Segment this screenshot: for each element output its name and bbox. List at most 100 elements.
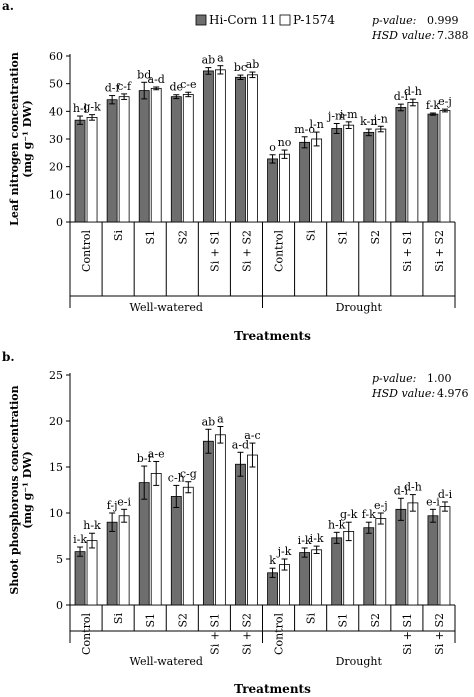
x-tick-label-s2: S2 <box>369 613 382 628</box>
bar-hi-corn-11 <box>299 552 311 606</box>
x-tick-label-si-s1: Si + S1 <box>401 613 414 655</box>
group-label-well-watered: Well-watered <box>130 655 203 668</box>
y-tick-label: 20 <box>49 161 63 174</box>
bar-p-1574 <box>118 96 130 223</box>
bar-hi-corn-11 <box>363 131 375 223</box>
bar-hi-corn-11 <box>170 496 182 606</box>
x-tick-label-s1: S1 <box>337 230 350 245</box>
bar-hi-corn-11 <box>106 99 118 223</box>
significance-letter: a-c <box>244 429 260 442</box>
significance-letter: a-e <box>148 447 165 460</box>
bar-p-1574 <box>343 531 355 606</box>
x-tick-label-s1: S1 <box>144 230 157 245</box>
legend-swatch-hi-corn <box>195 14 207 26</box>
x-tick-label-si: Si <box>305 613 318 625</box>
bar-p-1574 <box>407 502 419 606</box>
x-tick-label-si-s1: Si + S1 <box>401 230 414 272</box>
significance-letter: i-k <box>73 533 87 546</box>
legend-label-p1574: P-1574 <box>293 13 335 27</box>
significance-letter: c-g <box>180 468 197 481</box>
x-tick-label-s2: S2 <box>369 230 382 245</box>
bar-p-1574 <box>375 518 387 606</box>
legend-swatch-p1574 <box>279 14 291 26</box>
significance-letter: d-i <box>394 90 409 103</box>
significance-letter: d-i <box>394 484 409 497</box>
significance-letter: a-d <box>232 438 249 451</box>
y-tick-label: 10 <box>49 507 63 520</box>
bar-hi-corn-11 <box>427 113 439 223</box>
x-tick-label-si-s1: Si + S1 <box>208 230 221 272</box>
significance-letter: k <box>269 554 276 567</box>
significance-letter: i-k <box>298 534 312 547</box>
bar-hi-corn-11 <box>106 521 118 606</box>
significance-letter: bd <box>137 68 151 81</box>
significance-letter: o <box>269 141 276 154</box>
bar-p-1574 <box>247 454 258 606</box>
p-value: 1.00 <box>427 372 452 385</box>
significance-letter: e-i <box>426 495 440 508</box>
y-tick-label: 30 <box>49 133 63 146</box>
significance-letter: m-o <box>294 123 315 136</box>
significance-letter: g-k <box>340 508 358 521</box>
y-axis-title: Shoot phosphorous concentration <box>8 385 21 594</box>
bar-p-1574 <box>86 540 98 606</box>
panel-a-leaf-nitrogen-chart: a. p-value: 0.999 HSD value: 7.388 0 10 20 30 40 5… <box>2 0 469 343</box>
bar-hi-corn-11 <box>138 90 150 223</box>
y-tick-label: 20 <box>49 415 63 428</box>
significance-letter: i-m <box>340 108 358 121</box>
bar-hi-corn-11 <box>331 128 343 223</box>
x-tick-label-si-s1: Si + S1 <box>208 613 221 655</box>
significance-letter: j-k <box>276 545 292 558</box>
y-tick-label: 25 <box>49 369 63 382</box>
x-tick-label-s1: S1 <box>337 613 350 628</box>
bar-hi-corn-11 <box>74 551 86 606</box>
significance-letter: c-e <box>180 78 196 91</box>
y-tick-label: 0 <box>56 216 63 229</box>
legend-label-hi-corn: Hi-Corn 11 <box>209 13 276 27</box>
significance-letter: f-k <box>426 99 440 112</box>
significance-letter: d-h <box>404 85 422 98</box>
panel-label: a. <box>2 0 14 13</box>
bar-hi-corn-11 <box>395 107 407 223</box>
bar-p-1574 <box>311 138 323 223</box>
significance-letter: h-k <box>328 518 346 531</box>
significance-letter: g-k <box>83 101 101 114</box>
significance-letter: b-f <box>137 452 153 465</box>
significance-letter: no <box>278 136 292 149</box>
significance-letter: ab <box>202 415 216 428</box>
bar-p-1574 <box>118 515 130 606</box>
bar-p-1574 <box>439 110 451 223</box>
bar-hi-corn-11 <box>202 70 214 223</box>
bar-hi-corn-11 <box>74 119 86 223</box>
bar-p-1574 <box>343 124 355 223</box>
x-tick-label-si-s2: Si + S2 <box>240 613 253 655</box>
bar-hi-corn-11 <box>170 96 182 223</box>
bar-hi-corn-11 <box>331 537 343 606</box>
significance-letter: ab <box>202 54 216 67</box>
x-tick-label-si: Si <box>112 613 125 625</box>
p-value-label: p-value: <box>372 14 416 27</box>
bar-hi-corn-11 <box>299 141 311 223</box>
significance-letter: de <box>170 81 184 94</box>
bar-hi-corn-11 <box>267 158 278 223</box>
group-label-drought: Drought <box>336 301 383 314</box>
p-value-label: p-value: <box>372 372 416 385</box>
significance-letter: j-n <box>372 112 388 125</box>
y-axis-title-unit: (mg g⁻¹ DW) <box>21 451 34 529</box>
x-tick-label-control: Control <box>273 230 286 272</box>
significance-letter: e-j <box>438 95 452 108</box>
group-label-well-watered: Well-watered <box>130 301 203 314</box>
p-value: 0.999 <box>427 14 459 27</box>
significance-letter: f-k <box>362 508 376 521</box>
x-tick-label-s2: S2 <box>176 613 189 628</box>
significance-letter: a <box>217 52 224 65</box>
x-tick-label-si: Si <box>112 230 125 242</box>
x-tick-label-control: Control <box>80 230 93 272</box>
hsd-value-label: HSD value: <box>371 387 435 400</box>
bar-hi-corn-11 <box>363 527 375 606</box>
x-axis-title: Treatments <box>234 682 311 696</box>
significance-letter: d-f <box>105 82 121 95</box>
significance-letter: f-j <box>107 499 118 512</box>
y-tick-label: 10 <box>49 188 63 201</box>
bar-hi-corn-11 <box>138 482 150 606</box>
